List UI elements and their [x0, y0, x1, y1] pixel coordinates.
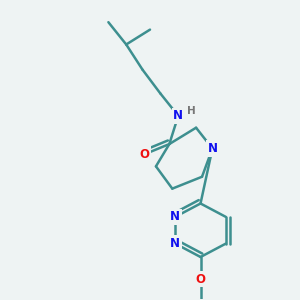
Text: N: N: [173, 109, 183, 122]
Text: N: N: [170, 237, 180, 250]
Text: N: N: [170, 210, 180, 224]
Text: N: N: [207, 142, 218, 155]
Text: O: O: [196, 273, 206, 286]
Text: H: H: [187, 106, 195, 116]
Text: O: O: [139, 148, 149, 161]
